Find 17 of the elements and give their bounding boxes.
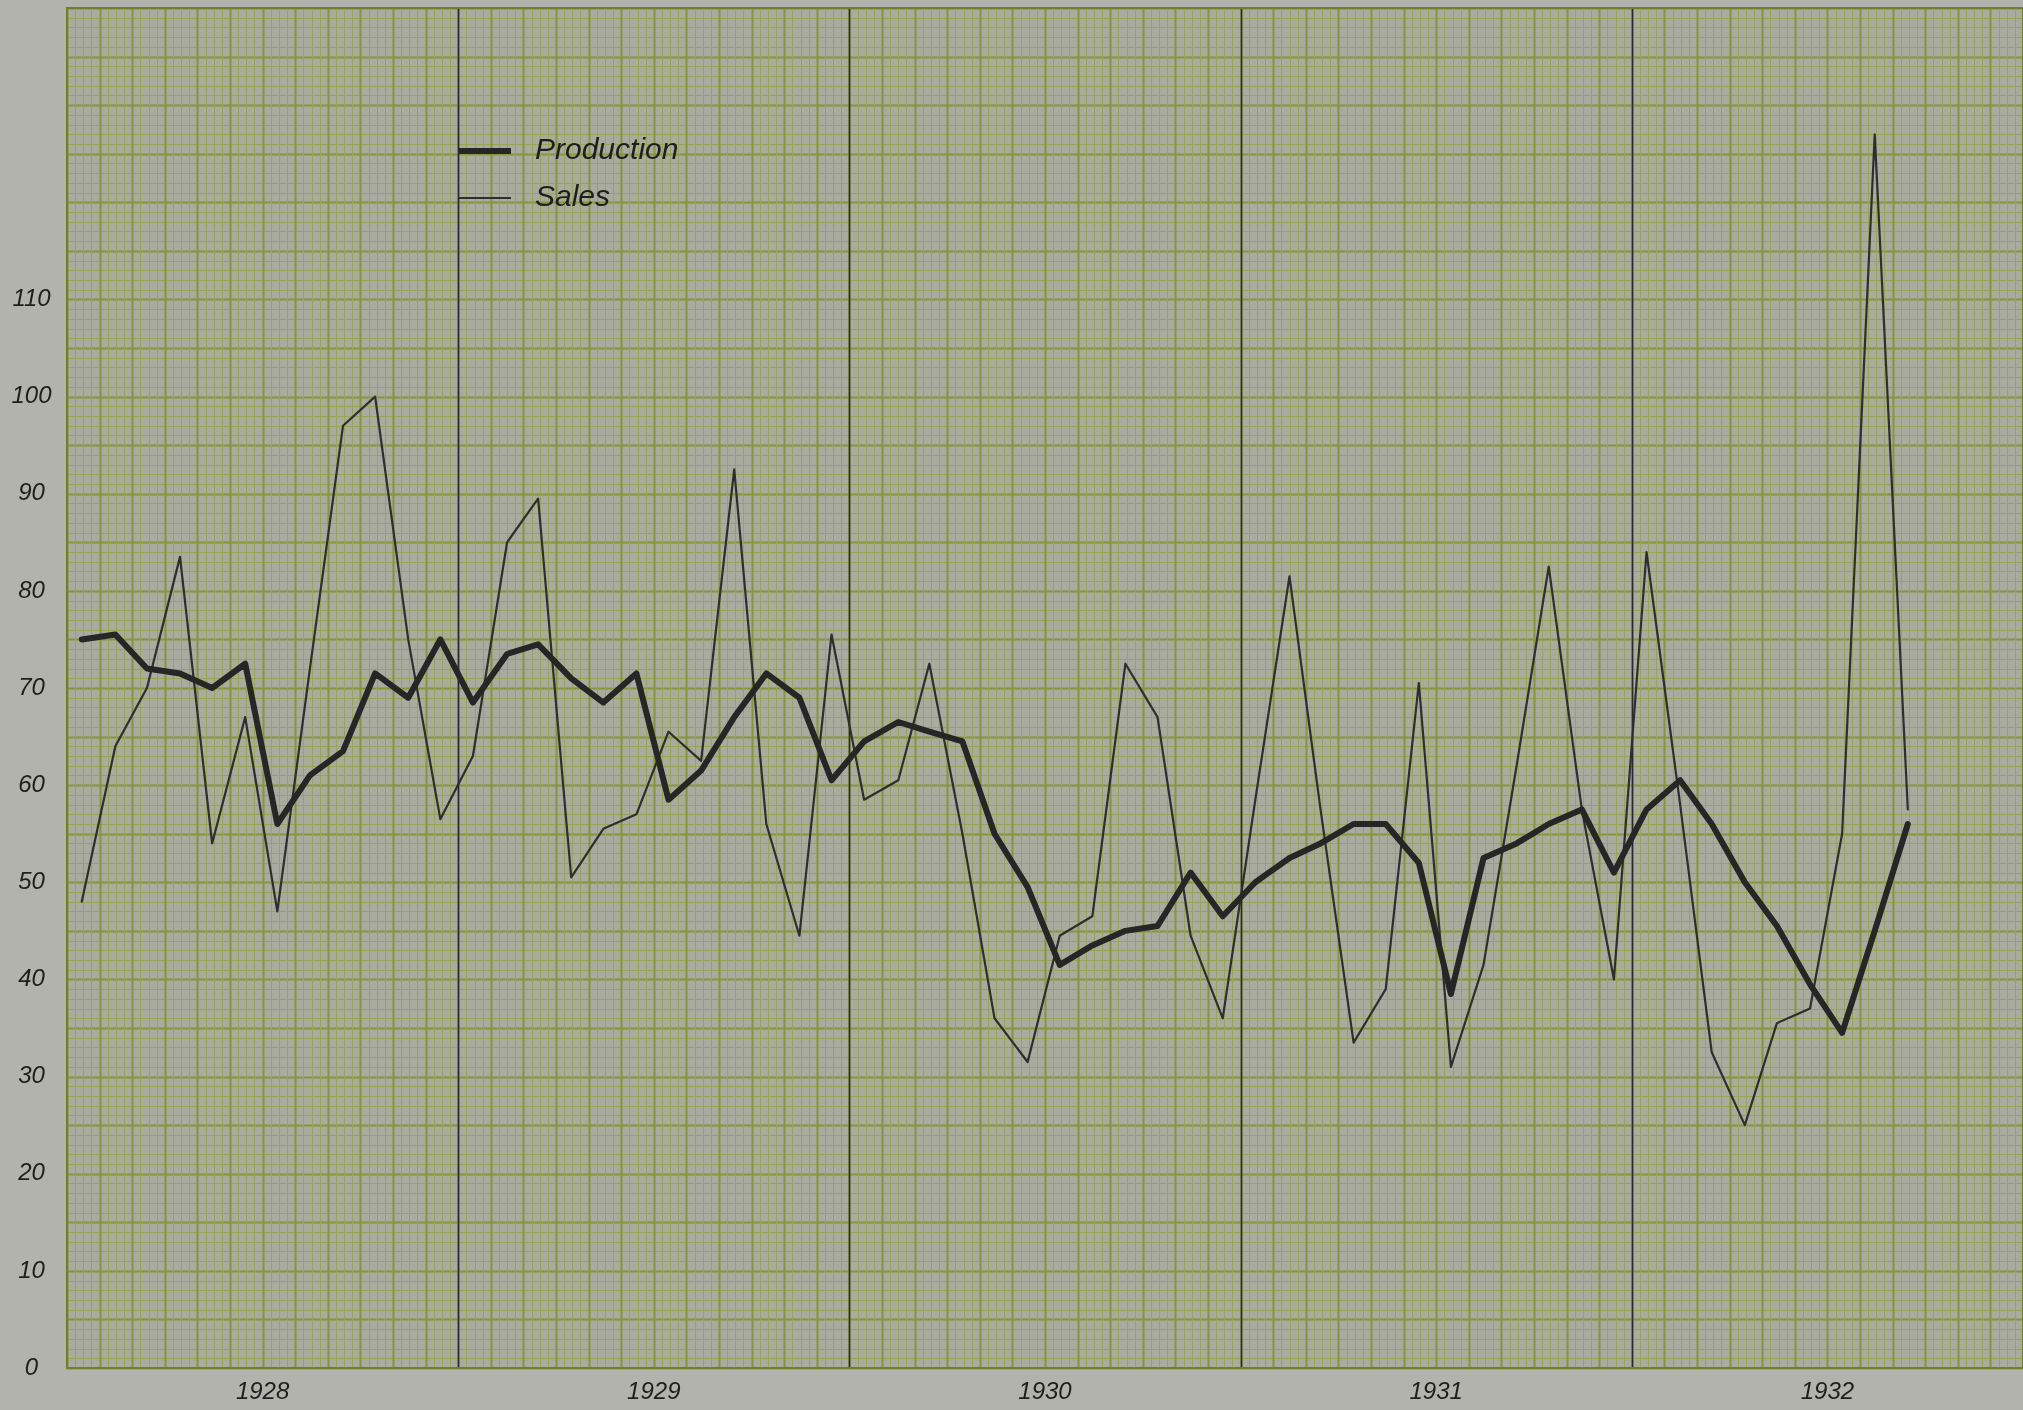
x-tick-label: 1931 [1409, 1376, 1463, 1404]
y-tick-label: 100 [11, 381, 53, 409]
y-tick-label: 30 [18, 1061, 46, 1089]
y-tick-label: 60 [18, 769, 46, 797]
x-tick-label: 1929 [627, 1376, 681, 1404]
y-tick-label: 70 [18, 672, 46, 700]
x-tick-label: 1928 [235, 1376, 290, 1404]
y-tick-label: 0 [24, 1352, 39, 1380]
y-tick-label: 20 [17, 1158, 46, 1186]
y-tick-label: 110 [12, 284, 52, 312]
y-tick-label: 80 [18, 575, 46, 603]
y-tick-label: 90 [18, 478, 46, 506]
y-tick-label: 50 [18, 866, 46, 894]
y-tick-label: 40 [18, 964, 46, 992]
x-tick-label: 1930 [1018, 1376, 1073, 1404]
x-tick-label: 1932 [1800, 1376, 1855, 1404]
y-tick-label: 10 [18, 1255, 46, 1283]
